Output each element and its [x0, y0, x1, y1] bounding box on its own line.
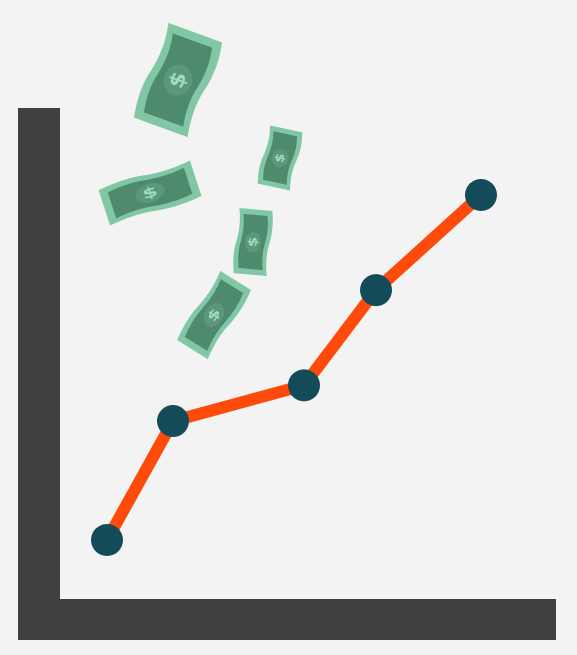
banknote-icon: $ — [98, 158, 202, 228]
banknote-icon: $ — [256, 125, 304, 191]
dollar-sign-icon: $ — [273, 152, 289, 164]
banknote-icon: $ — [175, 269, 253, 361]
banknote-icon: $ — [131, 21, 225, 139]
trend-point — [360, 274, 392, 307]
trend-point — [157, 405, 189, 438]
dollar-sign-icon: $ — [246, 236, 261, 248]
trend-line — [101, 189, 487, 546]
dollar-sign-icon: $ — [165, 69, 193, 92]
dollar-sign-icon: $ — [140, 183, 159, 203]
banknote-icon: $ — [232, 207, 274, 277]
trend-point — [91, 524, 123, 556]
trend-line-group — [91, 179, 497, 556]
falling-banknotes: $ $ $ $ $ — [98, 21, 304, 361]
trend-point — [465, 179, 497, 211]
y-axis-bar — [18, 108, 60, 640]
trend-point — [288, 369, 320, 402]
x-axis-bar — [18, 599, 556, 640]
